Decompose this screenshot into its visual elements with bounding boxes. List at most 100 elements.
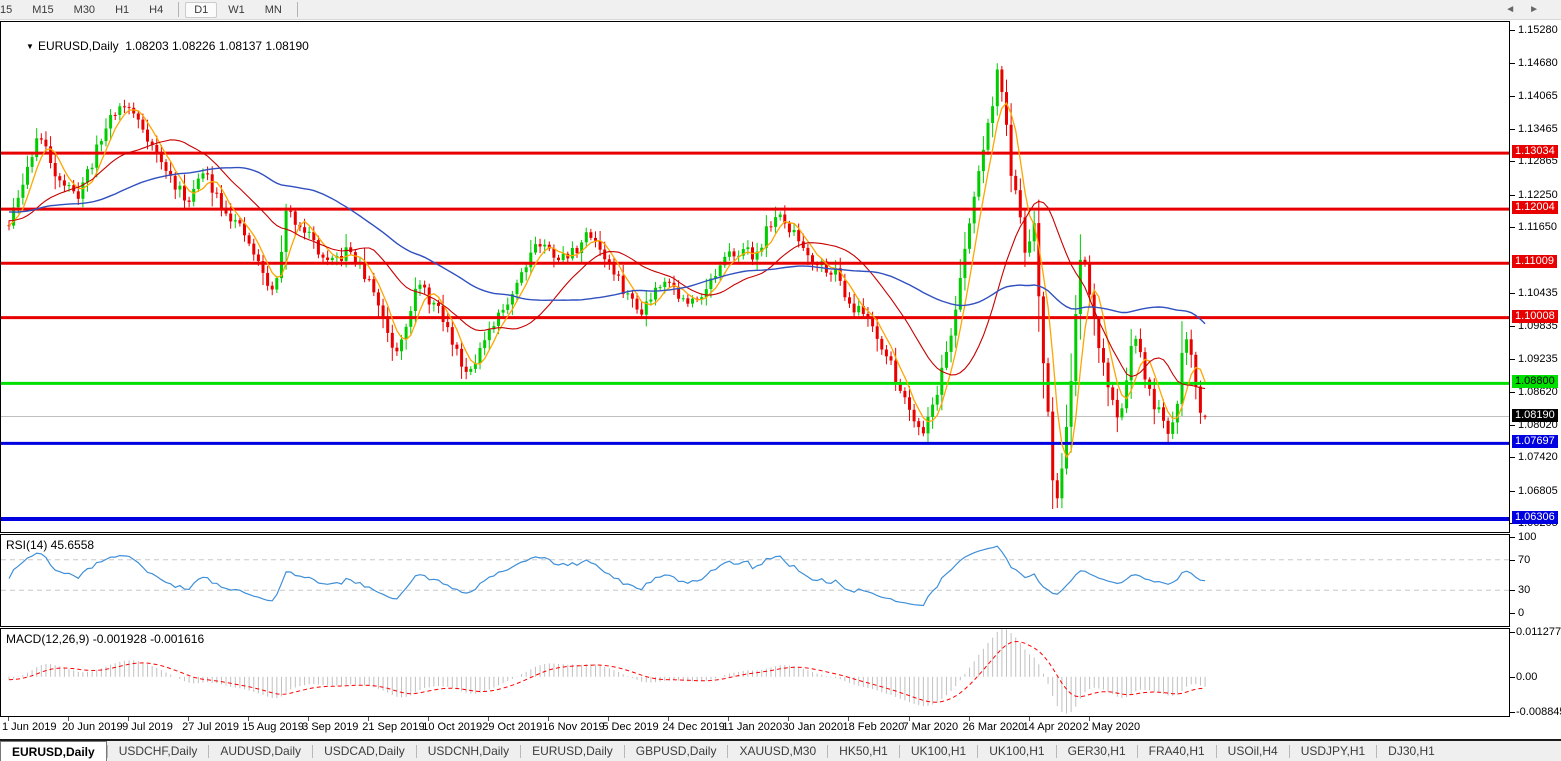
tab-divider	[312, 744, 314, 758]
chart-tab-usdcnh-daily[interactable]: USDCNH,Daily	[427, 744, 510, 758]
rsi-indicator-panel[interactable]: RSI(14) 45.6558	[0, 534, 1510, 627]
rsi-tick-label: 70	[1518, 553, 1531, 566]
rsi-line	[8, 545, 1206, 607]
chart-tab-usoil-h4[interactable]: USOil,H4	[1227, 744, 1278, 758]
tab-divider	[1288, 744, 1290, 758]
timeframe-button-15[interactable]: 15	[0, 3, 13, 16]
price-tick-label: 1.08020	[1518, 418, 1558, 431]
tab-divider	[827, 744, 829, 758]
rsi-plot	[1, 545, 1509, 607]
date-tick-label: 2 May 2020	[1082, 721, 1141, 733]
macd-indicator-panel[interactable]: MACD(12,26,9) -0.001928 -0.001616	[0, 628, 1510, 717]
axis-tick	[1510, 613, 1515, 614]
price-tick-label: 1.06805	[1518, 484, 1558, 497]
date-tick	[188, 717, 190, 721]
price-tick-label: 1.12250	[1518, 188, 1558, 201]
axis-tick	[1510, 96, 1515, 98]
macd-tick-label: -0.008845	[1516, 706, 1561, 718]
axis-tick	[1510, 227, 1515, 229]
date-axis[interactable]: 1 Jun 2019 20 Jun 2019 9 Jul 2019 27 Jul 20…	[0, 717, 1510, 739]
chart-dropdown-icon[interactable]: ▼	[26, 42, 34, 51]
tab-divider	[1215, 744, 1217, 758]
chart-tab-eurusd-daily[interactable]: EURUSD,Daily	[532, 744, 613, 758]
chart-tab-uk100-h1[interactable]: UK100,H1	[910, 744, 967, 758]
date-tick	[608, 717, 610, 721]
price-tick-label: 1.11650	[1518, 221, 1557, 234]
tab-divider	[415, 744, 417, 758]
chart-title: ▼ EURUSD,Daily 1.08203 1.08226 1.08137 1.…	[6, 25, 309, 67]
chart-tab-eurusd-daily[interactable]: EURUSD,Daily	[0, 741, 107, 761]
chart-tab-dj30-h1[interactable]: DJ30,H1	[1388, 744, 1435, 758]
axis-tick	[1510, 590, 1515, 592]
rsi-label: RSI(14) 45.6558	[6, 538, 95, 552]
timeframe-button-h4[interactable]: H4	[149, 3, 164, 16]
date-tick-label: 1 Jun 2019	[2, 721, 57, 733]
candlestick-chart[interactable]	[1, 22, 1509, 532]
date-tick-label: 11 Jan 2020	[722, 721, 783, 733]
chart-tab-xauusd-m30[interactable]: XAUUSD,M30	[739, 744, 817, 758]
date-tick	[8, 717, 9, 721]
rsi-tick-label: 30	[1518, 584, 1531, 597]
axis-tick	[1510, 62, 1515, 64]
axis-tick	[1510, 712, 1515, 713]
tab-scroll-left-icon[interactable]: ◄	[1505, 4, 1530, 15]
date-tick	[668, 717, 670, 721]
tab-scroll-right-icon[interactable]: ►	[1529, 4, 1553, 15]
rsi-tick-label: 0	[1518, 607, 1525, 619]
price-level-badge-1.12004: 1.12004	[1512, 201, 1558, 215]
price-tick-label: 1.14680	[1518, 56, 1558, 69]
axis-tick	[1510, 490, 1515, 492]
date-tick-label: 18 Feb 2020	[842, 721, 905, 733]
axis-tick	[1510, 424, 1515, 426]
axis-tick	[1510, 326, 1515, 328]
timeframe-button-m30[interactable]: M30	[73, 3, 96, 16]
date-tick-label: 29 Oct 2019	[482, 721, 543, 733]
date-tick-label: 24 Dec 2019	[662, 721, 725, 733]
chart-tab-fra40-h1[interactable]: FRA40,H1	[1148, 744, 1205, 758]
timeframe-button-m15[interactable]: M15	[32, 3, 54, 16]
price-level-badge-1.10008: 1.10008	[1512, 309, 1558, 323]
date-tick-label: 27 Jul 2019	[182, 721, 239, 733]
axis-tick	[1510, 128, 1515, 130]
ma-50-line	[8, 166, 1206, 325]
chart-tab-ger30-h1[interactable]: GER30,H1	[1067, 744, 1126, 758]
timeframe-button-w1[interactable]: W1	[228, 3, 245, 16]
chart-tab-hk50-h1[interactable]: HK50,H1	[839, 744, 888, 758]
price-level-badge-1.08800: 1.08800	[1512, 375, 1558, 389]
macd-label: MACD(12,26,9) -0.001928 -0.001616	[6, 632, 205, 646]
chart-tab-uk100-h1[interactable]: UK100,H1	[989, 744, 1045, 758]
date-tick-label: 3 Sep 2019	[302, 721, 359, 733]
tab-divider	[520, 744, 522, 758]
timeframe-button-mn[interactable]: MN	[264, 3, 282, 16]
price-axis[interactable]: 1.15280 1.14680 1.14065 1.13465 1.12865 1.122…	[1510, 21, 1561, 738]
date-tick-label: 21 Sep 2019	[362, 721, 425, 733]
chart-tab-usdchf-daily[interactable]: USDCHF,Daily	[118, 744, 198, 758]
price-chart-panel[interactable]: ▼ EURUSD,Daily 1.08203 1.08226 1.08137 1.…	[0, 21, 1510, 533]
date-tick	[788, 717, 790, 721]
axis-tick	[1510, 29, 1515, 31]
price-level-badge-1.08190: 1.08190	[1512, 408, 1558, 422]
price-tick-label: 1.14065	[1518, 90, 1558, 103]
timeframe-button-h1[interactable]: H1	[115, 3, 130, 16]
tab-divider	[1376, 744, 1378, 758]
date-tick-label: 7 Mar 2020	[902, 721, 959, 733]
timeframe-toolbar: 15 M15 M30 H1 H4 D1 W1 MN	[0, 0, 1561, 20]
tab-divider	[623, 744, 625, 758]
tab-divider	[1055, 744, 1057, 758]
date-tick-label: 10 Oct 2019	[422, 721, 483, 733]
ma-20-line	[8, 139, 1206, 390]
chart-ohlc-values: 1.08203 1.08226 1.08137 1.08190	[125, 39, 309, 53]
date-tick	[1088, 717, 1090, 721]
chart-tab-usdcad-daily[interactable]: USDCAD,Daily	[324, 744, 405, 758]
date-tick	[428, 717, 430, 721]
chart-tab-audusd-daily[interactable]: AUDUSD,Daily	[220, 744, 302, 758]
chart-tab-gbpusd-daily[interactable]: GBPUSD,Daily	[635, 744, 717, 758]
price-level-badge-1.13034: 1.13034	[1512, 145, 1558, 159]
price-tick-label: 1.12865	[1518, 155, 1558, 168]
chart-tab-usdjpy-h1[interactable]: USDJPY,H1	[1300, 744, 1366, 758]
axis-tick	[1510, 293, 1515, 295]
price-tick-label: 1.09235	[1518, 352, 1558, 365]
timeframe-button-d1[interactable]: D1	[185, 1, 218, 18]
date-tick	[68, 717, 70, 721]
